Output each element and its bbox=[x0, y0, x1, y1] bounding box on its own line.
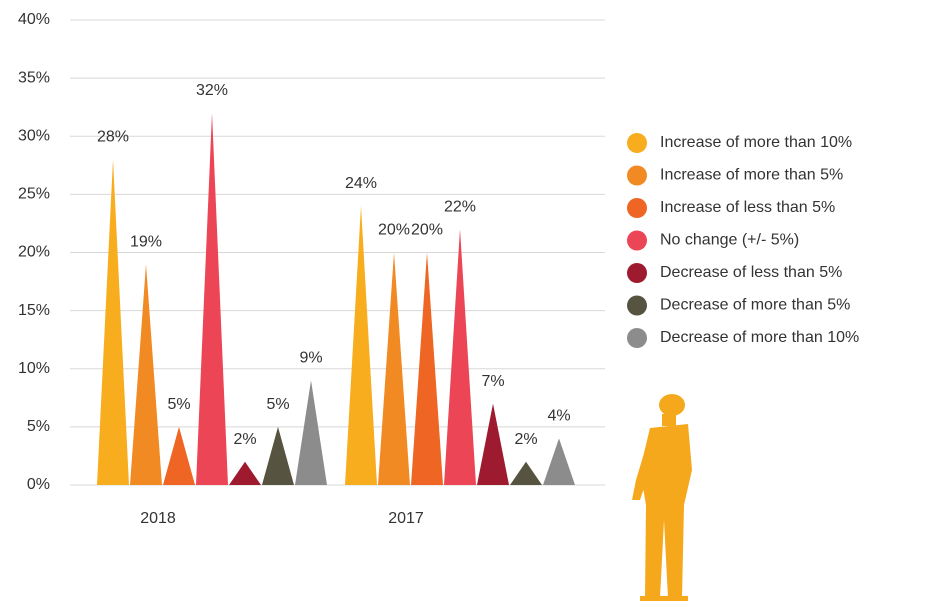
cone-bar bbox=[378, 252, 410, 485]
cone-bar bbox=[229, 461, 261, 485]
value-label: 7% bbox=[481, 373, 504, 390]
legend-label: Increase of more than 5% bbox=[660, 167, 843, 184]
x-tick-label: 2017 bbox=[388, 510, 424, 527]
value-label: 19% bbox=[130, 233, 162, 250]
legend-label: No change (+/- 5%) bbox=[660, 232, 799, 249]
legend-label: Increase of more than 10% bbox=[660, 134, 852, 151]
legend-marker bbox=[627, 198, 647, 218]
cone-bar bbox=[345, 206, 377, 485]
legend-label: Decrease of less than 5% bbox=[660, 264, 842, 281]
value-label: 22% bbox=[444, 198, 476, 215]
cone-bar bbox=[262, 426, 294, 485]
y-tick-label: 10% bbox=[18, 360, 50, 377]
cone-bar bbox=[130, 264, 162, 485]
legend-label: Increase of less than 5% bbox=[660, 199, 835, 216]
cone-bar bbox=[444, 229, 476, 485]
cone-bar bbox=[97, 159, 129, 485]
cone-bar bbox=[196, 113, 228, 485]
cone-bar bbox=[543, 438, 575, 485]
legend-marker bbox=[627, 263, 647, 283]
value-label: 2% bbox=[233, 431, 256, 448]
x-tick-label: 2018 bbox=[140, 510, 176, 527]
person-illustration bbox=[632, 394, 692, 601]
value-label: 20% bbox=[411, 222, 443, 239]
legend-marker bbox=[627, 165, 647, 186]
value-label: 5% bbox=[167, 396, 190, 413]
legend-marker bbox=[627, 295, 647, 316]
y-tick-label: 35% bbox=[18, 69, 50, 86]
y-tick-label: 5% bbox=[27, 418, 50, 435]
value-label: 24% bbox=[345, 175, 377, 192]
legend-marker bbox=[627, 133, 647, 153]
y-tick-label: 25% bbox=[18, 186, 50, 203]
value-label: 28% bbox=[97, 129, 129, 146]
value-label: 2% bbox=[514, 431, 537, 448]
y-tick-label: 40% bbox=[18, 11, 50, 28]
cone-bar bbox=[477, 403, 509, 485]
value-label: 9% bbox=[299, 350, 322, 367]
cone-bar bbox=[295, 380, 327, 485]
y-tick-label: 0% bbox=[27, 476, 50, 493]
legend-label: Decrease of more than 5% bbox=[660, 297, 850, 314]
value-label: 5% bbox=[266, 396, 289, 413]
y-tick-label: 15% bbox=[18, 302, 50, 319]
value-label: 20% bbox=[378, 222, 410, 239]
cone-bar bbox=[510, 461, 542, 485]
y-tick-label: 30% bbox=[18, 127, 50, 144]
legend-marker bbox=[627, 230, 647, 251]
legend-label: Decrease of more than 10% bbox=[660, 329, 859, 346]
cone-bar bbox=[411, 252, 443, 485]
value-label: 4% bbox=[547, 408, 570, 425]
y-tick-label: 20% bbox=[18, 244, 50, 261]
value-label: 32% bbox=[196, 82, 228, 99]
cone-bar bbox=[163, 426, 195, 485]
legend-marker bbox=[627, 328, 647, 348]
